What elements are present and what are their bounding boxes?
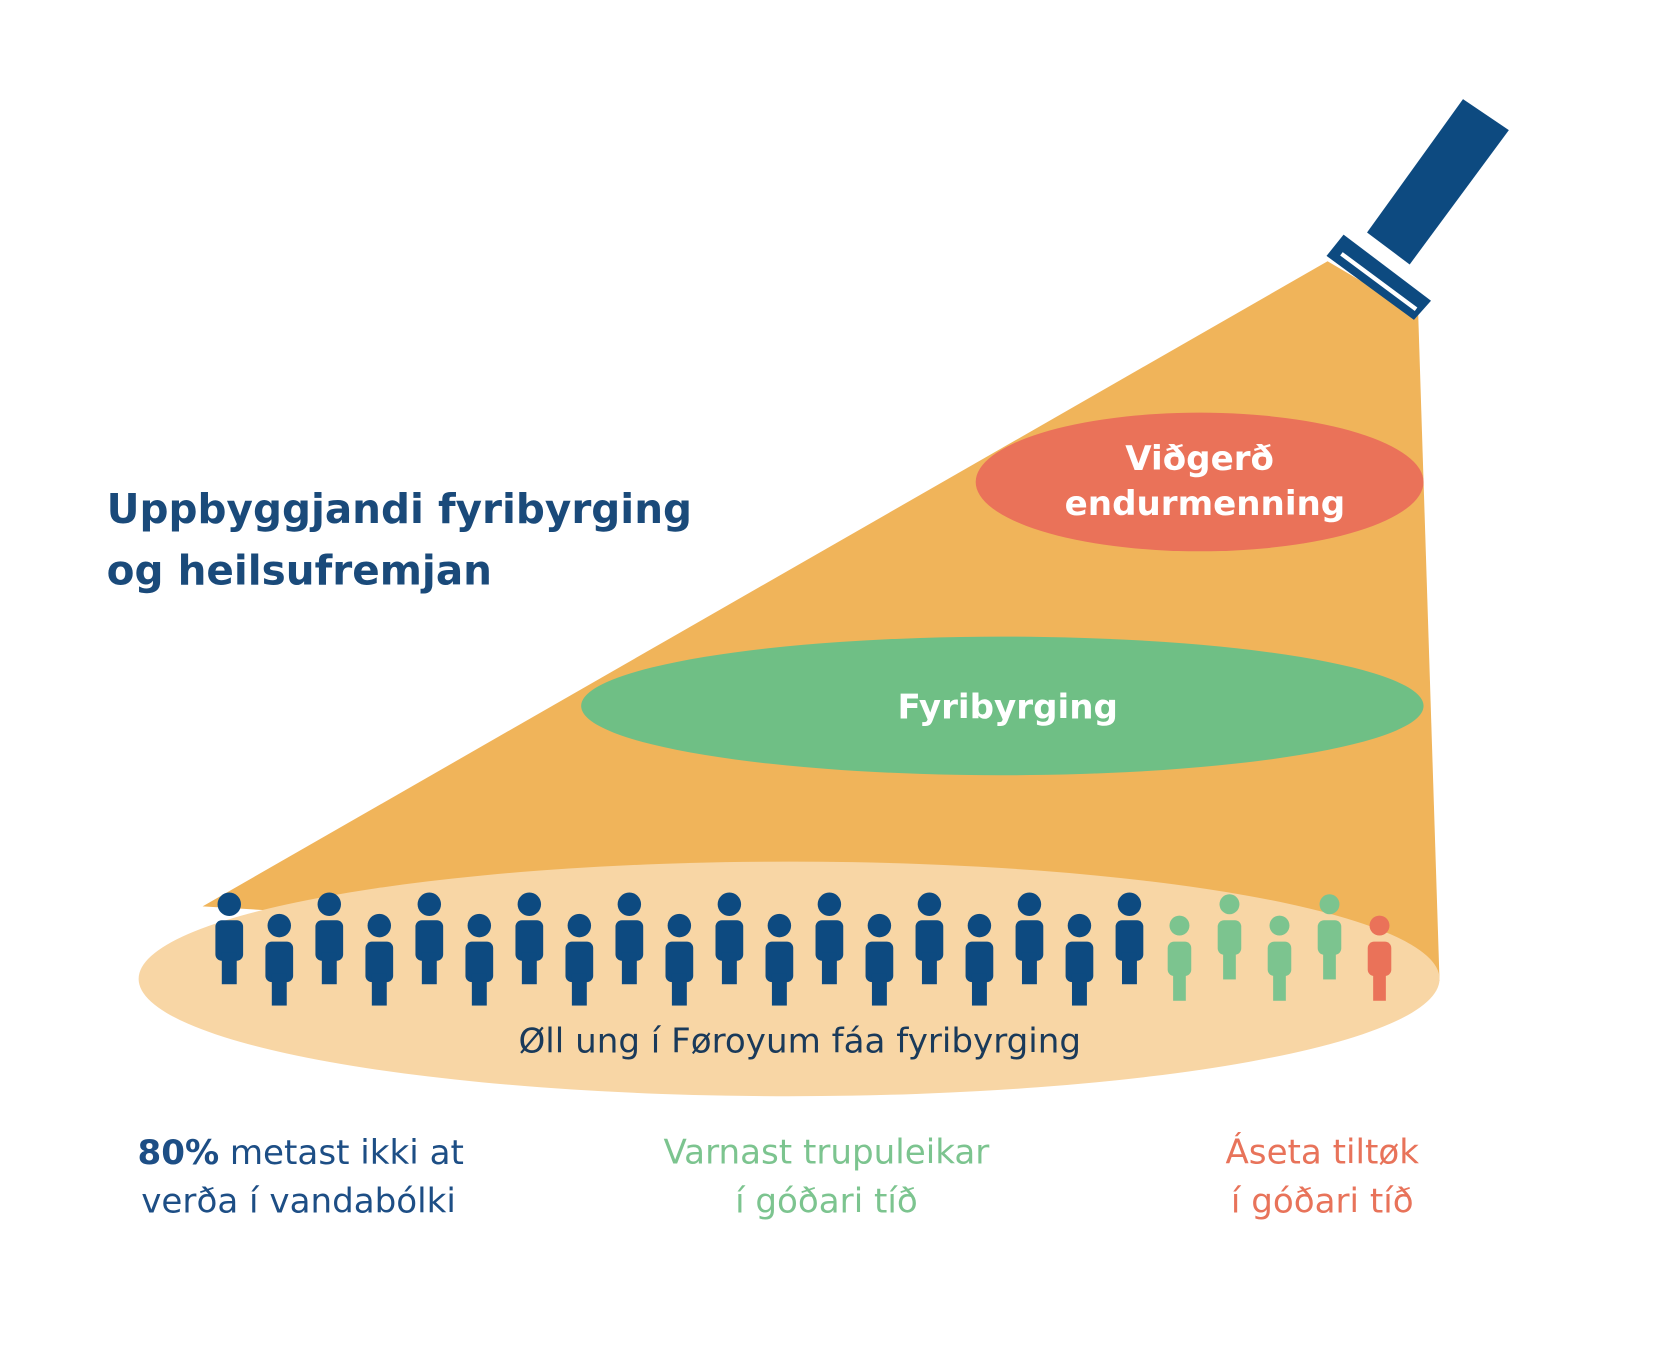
person-legs	[571, 973, 587, 1006]
person-body	[715, 920, 744, 961]
person-head	[1117, 892, 1142, 916]
person-body	[315, 920, 344, 961]
person-body	[1065, 941, 1094, 983]
person-head	[917, 892, 942, 916]
person-legs	[1223, 952, 1236, 980]
person-head	[467, 913, 492, 938]
person-body	[1367, 941, 1392, 977]
person-head	[317, 892, 342, 916]
person-head	[767, 913, 792, 938]
person-head	[1169, 915, 1190, 936]
person-legs	[1323, 952, 1336, 980]
person-body	[865, 941, 894, 983]
person-body	[1115, 920, 1144, 961]
person-body	[1267, 941, 1292, 977]
person-body	[765, 941, 794, 983]
person-body	[1317, 920, 1342, 955]
tier-label: Viðgerð	[1125, 439, 1274, 479]
person-head	[217, 892, 241, 916]
caption-line: Áseta tiltøk	[1225, 1131, 1419, 1172]
person-body	[1167, 941, 1192, 977]
person-head	[1219, 894, 1240, 915]
person-legs	[1373, 973, 1386, 1001]
person-legs	[371, 973, 387, 1006]
person-legs	[1021, 952, 1037, 985]
flashlight-handle	[1367, 99, 1509, 265]
tier-label: endurmenning	[1065, 484, 1346, 524]
person-head	[667, 913, 692, 938]
tier-ellipse	[975, 412, 1424, 552]
person-head	[567, 913, 592, 938]
person-body	[815, 920, 844, 961]
person-body	[515, 920, 544, 961]
person-head	[617, 892, 642, 916]
caption: 80% metast ikki at	[138, 1132, 464, 1172]
person-head	[517, 892, 542, 916]
person-body	[415, 920, 444, 961]
person-legs	[321, 952, 337, 985]
base-label: Øll ung í Føroyum fáa fyribyrging	[518, 1021, 1081, 1061]
person-legs	[271, 973, 287, 1006]
person-legs	[1273, 973, 1286, 1001]
person-legs	[521, 952, 537, 985]
heading: Uppbyggjandi fyribyrging	[107, 485, 692, 533]
person-body	[565, 941, 594, 983]
person-body	[1015, 920, 1044, 961]
person-head	[867, 913, 892, 938]
person-head	[367, 913, 392, 938]
person-legs	[621, 952, 637, 985]
caption-line: í góðari tíð	[735, 1181, 918, 1221]
person-body	[365, 941, 394, 983]
person-body	[465, 941, 494, 983]
person-legs	[421, 952, 437, 985]
person-legs	[221, 952, 237, 985]
person-legs	[471, 973, 487, 1006]
people	[215, 892, 1392, 1006]
person-head	[1067, 913, 1092, 938]
tier-ellipse	[581, 636, 1424, 776]
person-body	[265, 941, 294, 983]
person-head	[717, 892, 742, 916]
person-legs	[1121, 952, 1137, 985]
heading: og heilsufremjan	[107, 547, 492, 595]
person-head	[267, 913, 292, 938]
person-head	[1017, 892, 1042, 916]
person-legs	[721, 952, 737, 985]
person-head	[1319, 894, 1340, 915]
person-body	[615, 920, 644, 961]
person-body	[215, 920, 244, 961]
caption-line: verða í vandabólki	[141, 1181, 456, 1221]
caption-highlight: 80%	[138, 1132, 220, 1172]
person-head	[817, 892, 842, 916]
person-body	[965, 941, 994, 983]
person-legs	[971, 973, 987, 1006]
person-legs	[1071, 973, 1087, 1006]
flashlight-ring	[1340, 252, 1418, 311]
person-legs	[671, 973, 687, 1006]
person-legs	[1173, 973, 1186, 1001]
person-head	[967, 913, 992, 938]
caption-line: metast ikki at	[230, 1132, 464, 1172]
person-head	[1369, 915, 1390, 936]
person-body	[1217, 920, 1242, 955]
tier-label: Fyribyrging	[897, 688, 1117, 728]
person-body	[665, 941, 694, 983]
person-head	[1269, 915, 1290, 936]
person-body	[915, 920, 944, 961]
person-legs	[821, 952, 837, 985]
person-head	[417, 892, 442, 916]
person-legs	[921, 952, 937, 985]
person-legs	[771, 973, 787, 1006]
person-legs	[871, 973, 887, 1006]
caption-line: Varnast trupuleikar	[663, 1132, 990, 1172]
caption-line: í góðari tíð	[1231, 1181, 1414, 1221]
